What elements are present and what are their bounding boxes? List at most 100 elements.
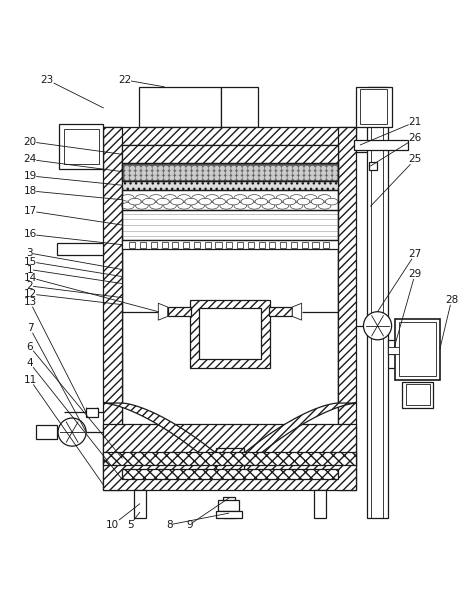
- Bar: [356, 87, 392, 127]
- Bar: [122, 181, 337, 190]
- Ellipse shape: [255, 199, 268, 205]
- Circle shape: [283, 176, 286, 179]
- Bar: [220, 87, 258, 127]
- Circle shape: [288, 171, 292, 175]
- Ellipse shape: [276, 203, 289, 209]
- Circle shape: [164, 176, 168, 179]
- Ellipse shape: [171, 199, 183, 205]
- Bar: [103, 127, 122, 490]
- Circle shape: [243, 166, 247, 170]
- Text: 26: 26: [371, 133, 422, 166]
- Circle shape: [310, 166, 314, 170]
- Ellipse shape: [150, 203, 162, 209]
- Circle shape: [181, 166, 185, 170]
- Circle shape: [299, 176, 303, 179]
- Circle shape: [249, 176, 253, 179]
- Circle shape: [333, 176, 337, 179]
- Ellipse shape: [121, 203, 134, 209]
- Circle shape: [164, 171, 168, 175]
- Circle shape: [58, 418, 86, 446]
- Polygon shape: [239, 403, 356, 471]
- Circle shape: [232, 166, 236, 170]
- Ellipse shape: [325, 199, 338, 205]
- Bar: [226, 242, 232, 248]
- Text: 23: 23: [41, 75, 103, 108]
- Circle shape: [260, 166, 264, 170]
- Text: 11: 11: [23, 374, 103, 485]
- Circle shape: [226, 171, 230, 175]
- Ellipse shape: [248, 203, 261, 209]
- Circle shape: [305, 166, 309, 170]
- Circle shape: [170, 171, 174, 175]
- Bar: [301, 242, 308, 248]
- Ellipse shape: [178, 203, 191, 209]
- Ellipse shape: [213, 199, 226, 205]
- Bar: [103, 452, 356, 465]
- Ellipse shape: [136, 203, 148, 209]
- Ellipse shape: [220, 203, 233, 209]
- Text: 10: 10: [106, 504, 140, 530]
- Ellipse shape: [248, 194, 261, 201]
- Ellipse shape: [178, 194, 191, 201]
- Ellipse shape: [143, 199, 155, 205]
- Bar: [218, 500, 239, 511]
- Circle shape: [271, 176, 275, 179]
- Circle shape: [147, 176, 151, 179]
- Bar: [258, 242, 264, 248]
- Text: 4: 4: [27, 358, 122, 479]
- Circle shape: [220, 176, 224, 179]
- Bar: [122, 163, 337, 181]
- Circle shape: [210, 171, 213, 175]
- Ellipse shape: [241, 199, 254, 205]
- Bar: [194, 242, 200, 248]
- Bar: [190, 300, 270, 368]
- Text: 20: 20: [23, 137, 122, 154]
- Ellipse shape: [121, 194, 134, 201]
- Circle shape: [237, 166, 241, 170]
- Ellipse shape: [150, 194, 162, 201]
- Circle shape: [164, 166, 168, 170]
- Circle shape: [204, 166, 208, 170]
- Circle shape: [265, 166, 269, 170]
- Circle shape: [277, 171, 281, 175]
- Circle shape: [237, 171, 241, 175]
- Ellipse shape: [283, 199, 296, 205]
- Circle shape: [260, 171, 264, 175]
- Circle shape: [192, 166, 196, 170]
- Circle shape: [159, 166, 163, 170]
- Text: 22: 22: [118, 75, 164, 87]
- Ellipse shape: [304, 203, 317, 209]
- Circle shape: [176, 171, 179, 175]
- Bar: [402, 382, 433, 408]
- Bar: [57, 244, 103, 255]
- Circle shape: [232, 171, 236, 175]
- Ellipse shape: [128, 199, 141, 205]
- Ellipse shape: [136, 194, 148, 201]
- Circle shape: [198, 166, 202, 170]
- Circle shape: [288, 176, 292, 179]
- Circle shape: [192, 171, 196, 175]
- Text: 21: 21: [360, 117, 422, 145]
- Ellipse shape: [192, 194, 204, 201]
- Ellipse shape: [157, 199, 169, 205]
- Circle shape: [310, 171, 314, 175]
- Circle shape: [299, 166, 303, 170]
- Circle shape: [147, 166, 151, 170]
- Polygon shape: [158, 303, 168, 320]
- Circle shape: [210, 176, 213, 179]
- Bar: [360, 89, 387, 124]
- Bar: [173, 242, 178, 248]
- Circle shape: [265, 171, 269, 175]
- Bar: [199, 308, 261, 359]
- Bar: [103, 127, 356, 145]
- Polygon shape: [292, 303, 301, 320]
- Bar: [269, 242, 275, 248]
- Bar: [162, 242, 168, 248]
- Text: 14: 14: [23, 272, 158, 312]
- Text: 8: 8: [166, 513, 229, 530]
- Ellipse shape: [234, 194, 246, 201]
- Bar: [354, 140, 408, 150]
- Text: 5: 5: [127, 512, 140, 530]
- Circle shape: [204, 171, 208, 175]
- Circle shape: [137, 166, 140, 170]
